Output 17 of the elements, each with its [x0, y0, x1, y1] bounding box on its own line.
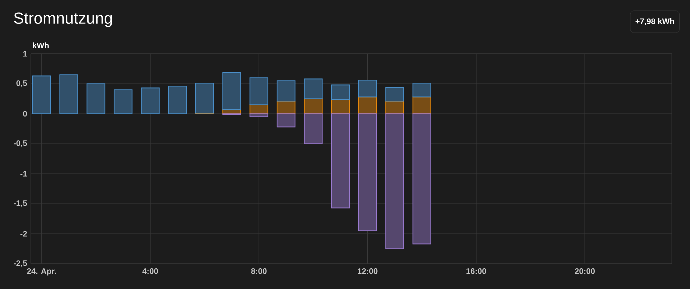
y-tick-label: 0 — [23, 111, 28, 117]
y-tick-label: -1,5 — [14, 200, 28, 208]
y-tick-label: 1 — [24, 51, 28, 57]
y-tick-label: -2 — [20, 231, 28, 237]
x-tick-label: 20:00 — [575, 268, 595, 274]
text: +7,98 kWh — [636, 18, 674, 26]
y-tick-label: 0,5 — [16, 80, 28, 88]
y-axis-title: kWh — [33, 42, 49, 48]
chart-title: Stromnutzung — [14, 12, 112, 28]
x-tick-label: 16:00 — [466, 268, 486, 274]
y-tick-label: -1 — [20, 171, 28, 177]
x-tick-label: 4:00 — [142, 268, 158, 274]
y-tick-label: -0,5 — [14, 140, 28, 148]
y-tick-label: -2,5 — [14, 260, 28, 268]
x-tick-label: 24. Apr. — [27, 268, 56, 276]
x-tick-label: 12:00 — [358, 268, 378, 274]
x-tick-label: 8:00 — [251, 268, 267, 274]
